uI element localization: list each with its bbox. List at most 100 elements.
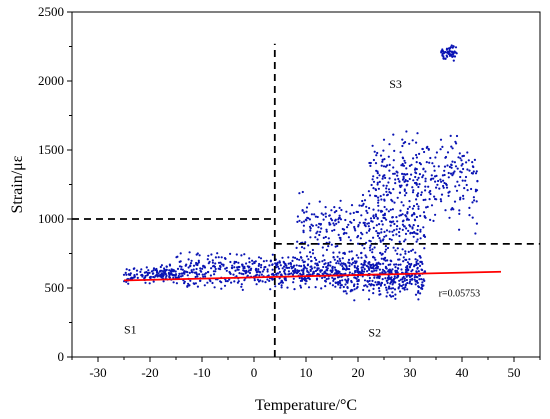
- data-point: [395, 263, 398, 266]
- data-point: [415, 141, 418, 144]
- data-point: [415, 260, 418, 264]
- data-point: [333, 206, 336, 209]
- data-point: [368, 239, 371, 242]
- data-point: [306, 263, 310, 266]
- data-point: [384, 165, 387, 168]
- data-point: [188, 251, 191, 254]
- data-point: [372, 175, 375, 178]
- data-point: [197, 259, 200, 262]
- data-point: [174, 273, 178, 276]
- data-point: [472, 170, 475, 173]
- data-point: [189, 262, 193, 265]
- data-point: [435, 151, 438, 154]
- data-point: [381, 223, 384, 226]
- data-point: [240, 254, 243, 257]
- data-point: [368, 246, 371, 249]
- data-point: [211, 259, 214, 262]
- data-point: [416, 259, 419, 262]
- x-tick-label: -20: [141, 365, 158, 380]
- plot-frame: [71, 11, 541, 358]
- data-point: [296, 269, 299, 272]
- data-point: [346, 226, 349, 229]
- data-point: [288, 266, 291, 269]
- data-point: [355, 254, 358, 257]
- data-point: [245, 262, 248, 265]
- data-point: [353, 288, 356, 291]
- data-point: [470, 187, 473, 191]
- data-point: [409, 232, 412, 235]
- data-point: [357, 242, 360, 245]
- data-point: [280, 273, 283, 277]
- data-point: [328, 221, 331, 224]
- data-point: [371, 251, 374, 254]
- data-point: [405, 270, 408, 273]
- data-point: [372, 158, 375, 162]
- data-point: [362, 288, 365, 292]
- data-point: [462, 154, 465, 157]
- data-point: [375, 230, 378, 233]
- data-point: [414, 283, 417, 286]
- data-point: [399, 278, 402, 281]
- data-point: [398, 258, 401, 261]
- data-point: [287, 256, 290, 259]
- data-point: [398, 191, 401, 194]
- data-point: [404, 284, 407, 287]
- data-point: [363, 268, 366, 271]
- data-point: [263, 266, 266, 269]
- data-point: [191, 271, 194, 274]
- data-point: [156, 274, 159, 277]
- data-point: [280, 286, 283, 289]
- data-point: [419, 230, 422, 233]
- data-point: [150, 270, 153, 273]
- data-point: [336, 255, 339, 258]
- data-point: [202, 264, 205, 267]
- data-point: [329, 264, 332, 267]
- data-point: [343, 251, 346, 254]
- x-axis-title: Temperature/°C: [255, 397, 357, 414]
- data-point: [395, 276, 398, 279]
- data-point: [416, 194, 419, 197]
- data-point: [292, 256, 295, 259]
- data-point: [290, 272, 293, 275]
- data-point: [375, 154, 378, 157]
- data-point: [473, 158, 476, 161]
- data-point: [356, 236, 359, 239]
- data-point: [210, 267, 213, 270]
- data-point: [259, 257, 263, 260]
- data-point: [380, 164, 383, 167]
- data-point: [376, 151, 379, 155]
- data-point: [423, 247, 426, 250]
- data-point: [360, 266, 363, 269]
- data-point: [418, 255, 421, 258]
- data-point: [173, 274, 176, 277]
- data-point: [404, 286, 407, 289]
- data-point: [304, 218, 307, 221]
- data-point: [127, 282, 130, 285]
- data-point: [416, 238, 419, 241]
- data-point: [421, 147, 424, 151]
- data-point: [125, 268, 128, 271]
- data-point: [287, 270, 290, 273]
- data-point: [233, 280, 236, 283]
- data-point: [413, 265, 416, 268]
- data-point: [178, 272, 181, 275]
- data-point: [249, 269, 252, 272]
- data-point: [367, 222, 370, 225]
- data-point: [405, 191, 408, 195]
- data-point: [410, 282, 413, 286]
- data-point: [299, 251, 302, 254]
- data-point: [340, 208, 343, 212]
- data-point: [302, 224, 305, 227]
- data-point: [448, 49, 451, 52]
- data-point: [326, 267, 329, 270]
- data-point: [367, 267, 370, 270]
- data-point: [439, 198, 442, 201]
- data-point: [143, 271, 146, 274]
- data-point: [451, 174, 454, 177]
- data-point: [453, 161, 456, 164]
- data-point: [392, 166, 395, 169]
- data-point: [348, 261, 351, 264]
- data-point: [471, 216, 474, 219]
- data-point: [422, 211, 426, 214]
- data-point: [348, 250, 351, 253]
